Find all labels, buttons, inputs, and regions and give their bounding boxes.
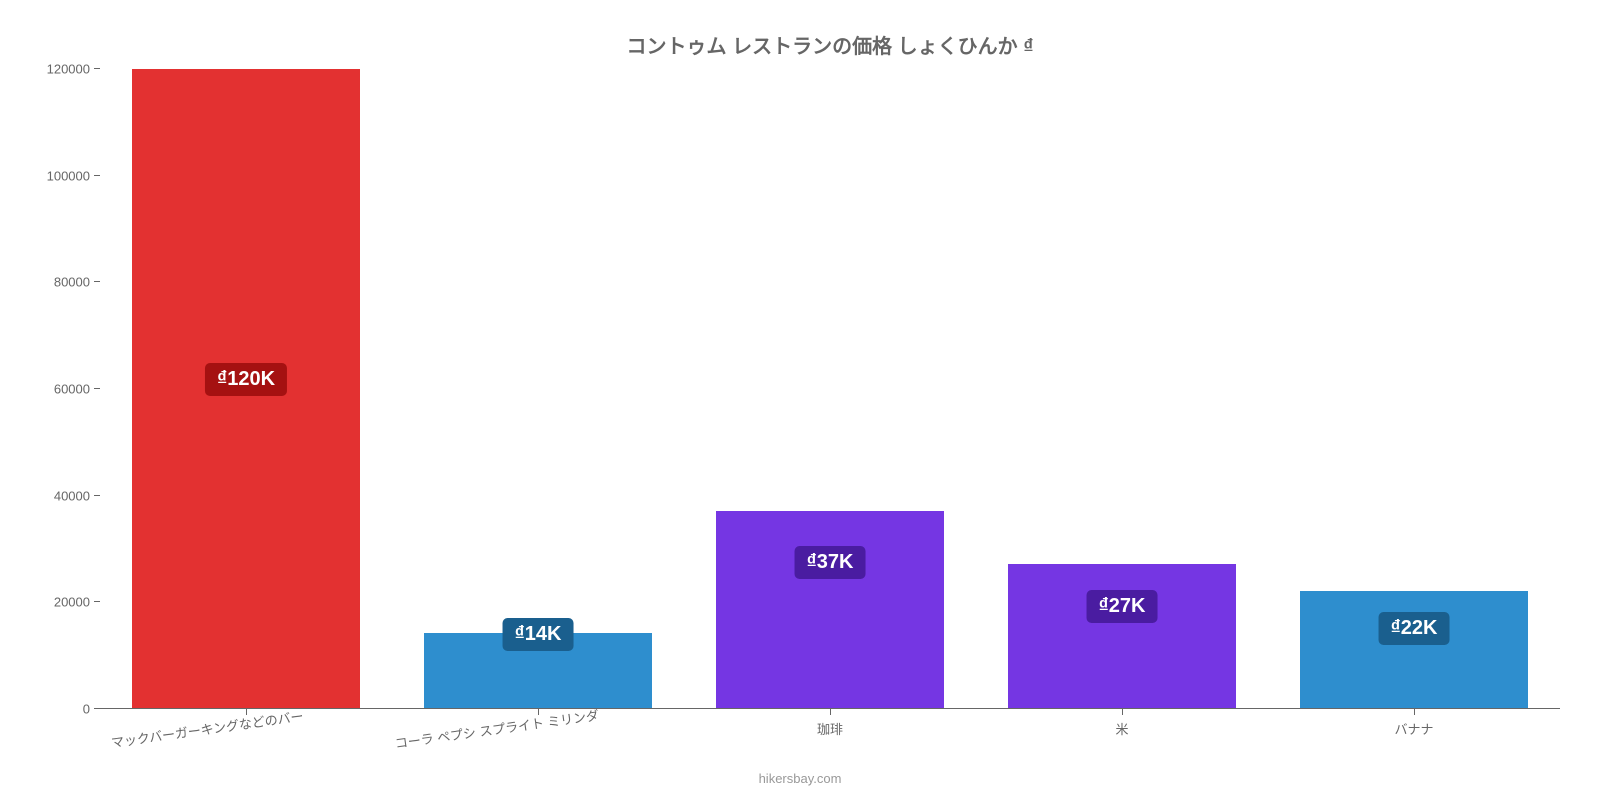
- y-tick-label: 100000: [47, 168, 90, 183]
- x-axis-labels: マックバーガーキングなどのバーコーラ ペプシ スプライト ミリンダ 珈琲 米 バナナ: [100, 715, 1560, 755]
- y-axis: 020000400006000080000100000120000: [90, 69, 100, 709]
- bar-value-badge: ₫22K: [1379, 612, 1450, 645]
- bar[interactable]: ₫14K: [424, 633, 652, 708]
- bars-area: ₫120K ₫14K ₫37K ₫27K ₫22K: [100, 69, 1560, 709]
- bar-value-badge: ₫27K: [1087, 590, 1158, 623]
- bar-slot: ₫14K: [392, 69, 684, 708]
- x-label-slot: コーラ ペプシ スプライト ミリンダ: [392, 715, 684, 755]
- bar-slot: ₫27K: [976, 69, 1268, 708]
- x-axis-category-label: 珈琲: [817, 719, 843, 738]
- bar[interactable]: ₫22K: [1300, 591, 1528, 708]
- x-axis-category-label: コーラ ペプシ スプライト ミリンダ: [394, 705, 600, 752]
- x-tick-mark: [830, 709, 831, 715]
- bar-slot: ₫37K: [684, 69, 976, 708]
- y-tick-label: 120000: [47, 62, 90, 77]
- x-label-slot: 米: [976, 715, 1268, 755]
- x-axis-category-label: 米: [1115, 719, 1128, 738]
- y-tick-label: 20000: [54, 595, 90, 610]
- bar-slot: ₫22K: [1268, 69, 1560, 708]
- x-label-slot: バナナ: [1268, 715, 1560, 755]
- y-tick-label: 60000: [54, 382, 90, 397]
- y-tick-label: 40000: [54, 488, 90, 503]
- attribution-text: hikersbay.com: [759, 771, 842, 786]
- chart-title: コントゥム レストランの価格 しょくひんか ₫: [100, 30, 1560, 59]
- x-tick-mark: [1122, 709, 1123, 715]
- x-label-slot: マックバーガーキングなどのバー: [100, 715, 392, 755]
- bar[interactable]: ₫120K: [132, 69, 360, 708]
- x-tick-mark: [1414, 709, 1415, 715]
- bar[interactable]: ₫27K: [1008, 564, 1236, 708]
- x-axis-category-label: バナナ: [1394, 719, 1433, 738]
- bar-value-badge: ₫120K: [205, 363, 287, 396]
- plot-area: 020000400006000080000100000120000 ₫120K₫…: [100, 69, 1560, 709]
- bar-value-badge: ₫14K: [503, 618, 574, 651]
- x-label-slot: 珈琲: [684, 715, 976, 755]
- chart-container: コントゥム レストランの価格 しょくひんか ₫ 0200004000060000…: [0, 0, 1600, 800]
- bar-value-badge: ₫37K: [795, 546, 866, 579]
- bar-slot: ₫120K: [100, 69, 392, 708]
- bar[interactable]: ₫37K: [716, 511, 944, 708]
- y-tick-label: 0: [83, 702, 90, 717]
- y-tick-label: 80000: [54, 275, 90, 290]
- x-axis-category-label: マックバーガーキングなどのバー: [110, 706, 305, 752]
